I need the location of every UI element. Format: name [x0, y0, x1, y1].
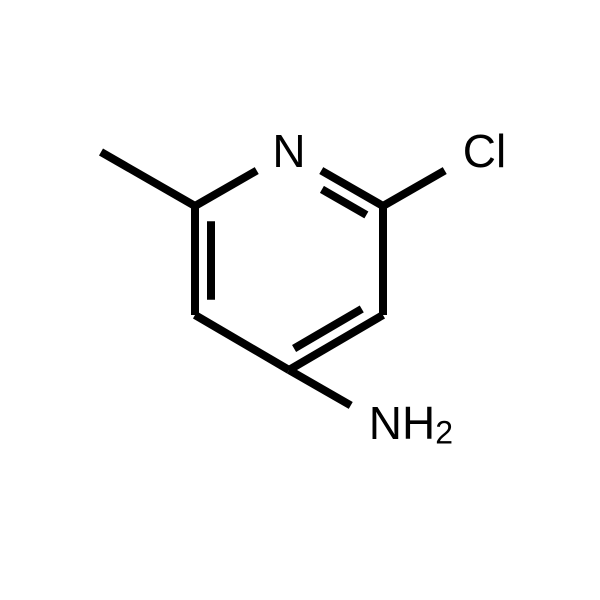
labels-group: N Cl NH2	[272, 125, 506, 451]
bond-C4-NH2	[289, 370, 351, 405]
atom-label-Cl: Cl	[463, 125, 506, 177]
bond-C2-Cl	[383, 171, 445, 206]
atom-label-N1: N	[272, 125, 305, 177]
atom-label-NH2: NH2	[369, 397, 453, 451]
label-N: N	[272, 125, 305, 177]
bond-C6-C7	[101, 152, 195, 206]
bonds-group	[101, 152, 445, 405]
bond-C4-C5	[195, 315, 289, 370]
label-Cl: Cl	[463, 125, 506, 177]
bond-C3-C4-inner	[294, 309, 362, 349]
label-NH2-sub: 2	[435, 415, 453, 451]
molecule-canvas: N Cl NH2	[0, 0, 600, 600]
label-NH: NH	[369, 397, 435, 449]
bond-N1-C2	[321, 171, 383, 206]
bond-C6-N1	[195, 171, 257, 206]
